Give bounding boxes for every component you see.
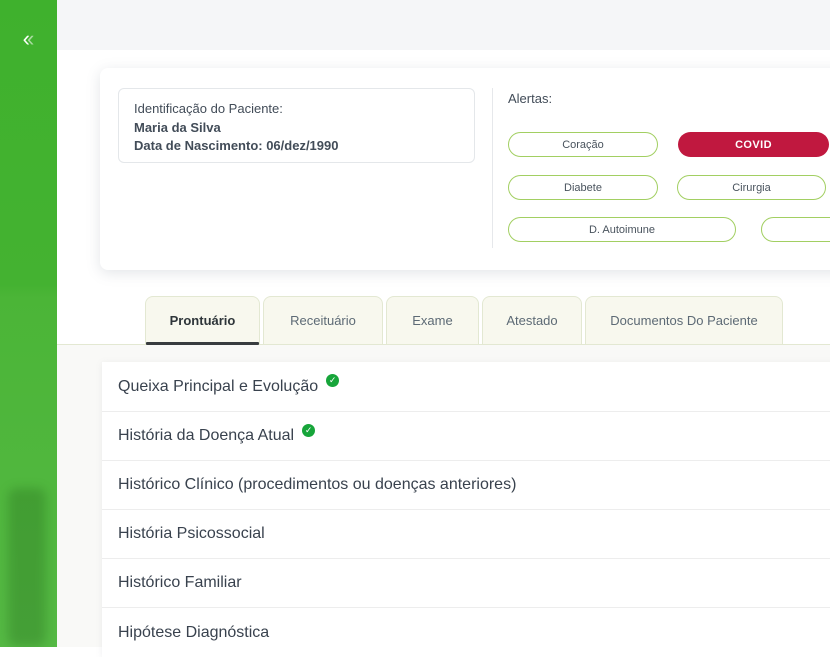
section-label: História da Doença Atual [118,427,295,444]
alert-pill-label: Coração [562,138,604,151]
alert-pill-covid[interactable]: COVID [678,132,829,157]
tab-label: Atestado [506,313,558,328]
alert-pill-label: COVID [735,138,772,151]
patient-identification-card: Identificação do Paciente: Maria da Silv… [118,88,475,163]
alert-pill-d-autoimune[interactable]: D. Autoimune [508,217,736,242]
tab-exame[interactable]: Exame [386,296,479,344]
section-hipotese-diagnostica[interactable]: Hipótese Diagnóstica [102,608,830,657]
tab-prontuario[interactable]: Prontuário [145,296,260,345]
alert-pill-label: Cirurgia [732,181,771,194]
patient-birth-date: Data de Nascimento: 06/dez/1990 [134,138,339,154]
alert-pill-label: Diabete [564,181,602,194]
patient-name: Maria da Silva [134,119,221,135]
alerts-label: Alertas: [508,91,553,106]
tab-documentos-do-paciente[interactable]: Documentos Do Paciente [585,296,783,344]
double-chevron-left-icon: ‹‹ [22,26,35,51]
tab-receituario[interactable]: Receituário [263,296,383,344]
tabs-baseline-divider [57,344,830,345]
section-label: Hipótese Diagnóstica [118,623,270,641]
tab-label: Documentos Do Paciente [610,313,758,328]
section-historico-clinico[interactable]: Histórico Clínico (procedimentos ou doen… [102,461,830,510]
vertical-divider [492,88,493,248]
alert-pill-diabete[interactable]: Diabete [508,175,658,200]
tab-label: Receituário [290,313,356,328]
top-bar [57,0,830,50]
patient-identification-label: Identificação do Paciente: [134,101,283,116]
alert-pill-partial[interactable] [761,217,830,242]
sidebar-collapse-button[interactable]: ‹‹ [0,24,57,54]
section-label: Queixa Principal e Evolução [118,377,319,395]
section-queixa-principal[interactable]: Queixa Principal e Evolução ✓ [102,362,830,412]
section-label: Histórico Clínico (procedimentos ou doen… [118,476,517,493]
check-icon: ✓ [326,374,340,387]
record-sections-accordion: Queixa Principal e Evolução ✓ História d… [102,362,830,657]
alert-pill-label: D. Autoimune [588,223,656,236]
sidebar-background-image [8,488,46,646]
patient-summary-card: Identificação do Paciente: Maria da Silv… [100,68,830,270]
tab-atestado[interactable]: Atestado [482,296,582,344]
tab-label: Prontuário [169,313,236,328]
section-label: História Psicossocial [118,525,265,542]
sidebar: ‹‹ [0,0,57,647]
tab-label: Exame [412,313,453,328]
check-icon: ✓ [302,423,316,437]
alert-pill-coracao[interactable]: Coração [508,132,658,157]
document-tabs: Prontuário Receituário Exame Atestado Do… [145,296,783,345]
alert-pill-cirurgia[interactable]: Cirurgia [677,175,826,200]
section-historia-psicossocial[interactable]: História Psicossocial [102,510,830,559]
section-historico-familiar[interactable]: Histórico Familiar [102,559,830,608]
section-historia-doenca-atual[interactable]: História da Doença Atual ✓ [102,412,830,461]
section-label: Histórico Familiar [118,574,242,591]
